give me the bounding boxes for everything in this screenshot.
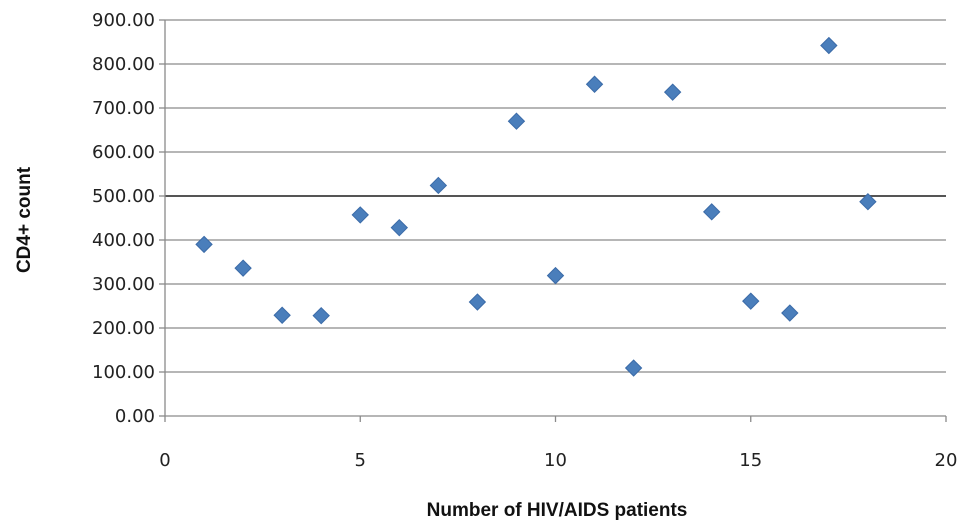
y-tick-label-9: 900.00 [92,10,155,31]
data-point-10 [546,266,565,285]
data-point-18 [859,193,877,211]
gridlines [165,19,946,373]
x-tick-label-3: 15 [739,450,762,471]
axes [159,19,947,422]
data-point-12 [624,359,643,377]
y-tick-label-8: 800.00 [92,54,155,75]
data-point-3 [273,306,291,324]
y-tick-label-4: 400.00 [92,230,155,251]
y-tick-label-3: 300.00 [92,274,155,295]
y-tick-label-1: 100.00 [92,362,155,383]
data-point-5 [351,206,369,224]
data-point-8 [468,293,487,311]
data-point-17 [820,36,838,55]
data-point-11 [585,75,604,93]
data-point-14 [702,203,721,221]
data-point-15 [742,292,760,310]
tick-labels: 0.00 100.00 200.00 300.00 400.00 500.00 600.00… [92,10,957,471]
data-point-1 [195,235,213,254]
data-point-7 [429,176,448,195]
data-points [195,36,877,377]
y-tick-label-0: 0.00 [115,406,155,427]
y-tick-label-2: 200.00 [92,318,155,339]
data-point-4 [312,306,330,325]
x-axis-title: Number of HIV/AIDS patients [427,500,688,521]
y-tick-label-6: 600.00 [92,142,155,163]
data-point-2 [234,259,252,277]
data-point-6 [390,218,409,237]
x-tick-label-2: 10 [544,450,567,471]
y-axis-title: CD4+ count [14,166,35,273]
x-tick-label-4: 20 [935,450,958,471]
data-point-9 [507,112,526,130]
y-tick-label-7: 700.00 [92,98,155,119]
data-point-13 [663,83,682,101]
x-tick-label-1: 5 [355,450,366,471]
x-tick-label-0: 0 [159,450,170,471]
y-tick-label-5: 500.00 [92,186,155,207]
data-point-16 [781,304,799,322]
